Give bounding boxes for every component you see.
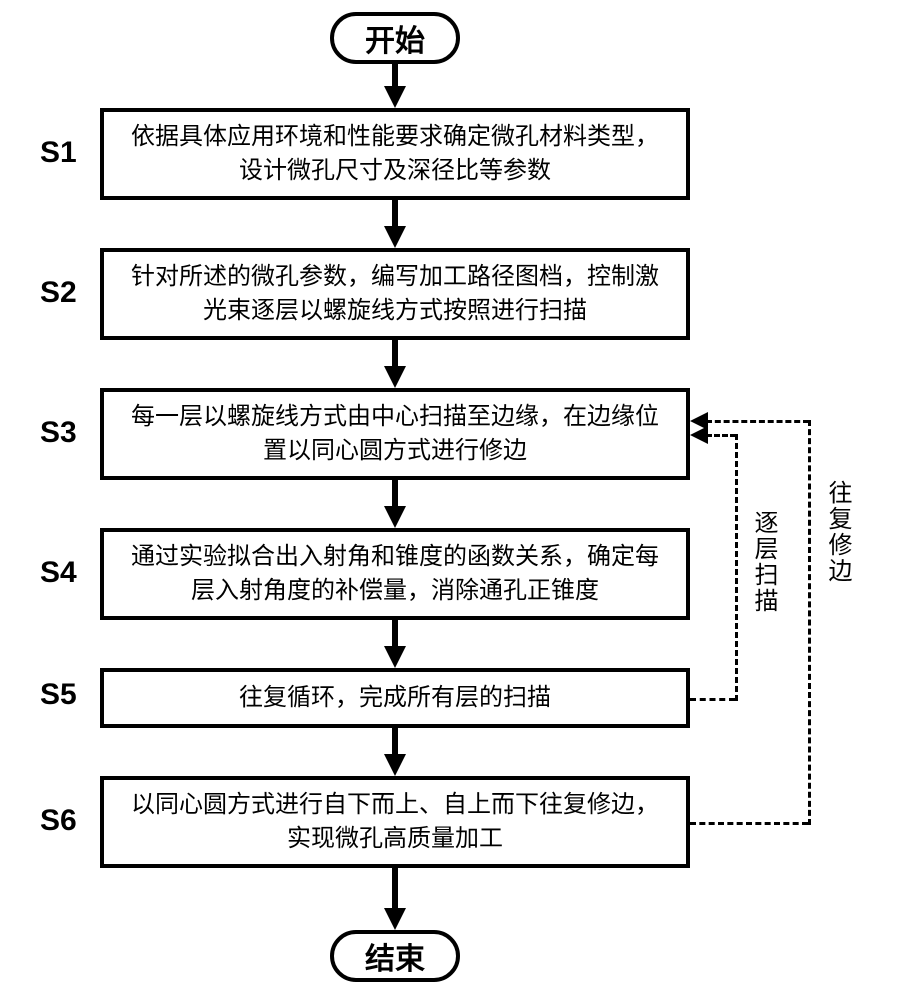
loop2-top [706,420,809,423]
step-text-s4: 通过实验拟合出入射角和锥度的函数关系，确定每层入射角度的补偿量，消除通孔正锥度 [120,540,670,607]
step-text-s1: 依据具体应用环境和性能要求确定微孔材料类型，设计微孔尺寸及深径比等参数 [120,120,670,187]
arrow-stem [392,200,398,228]
arrow-stem [392,868,398,910]
step-box-s2: 针对所述的微孔参数，编写加工路径图档，控制激光束逐层以螺旋线方式按照进行扫描 [100,248,690,340]
arrow-stem [392,480,398,508]
arrow-head [384,226,406,248]
loop2-bottom [690,822,808,825]
loop2-side [808,420,811,825]
loop2-arrow-icon [690,412,708,430]
arrow-stem [392,620,398,648]
arrow-head [384,908,406,930]
arrow-head [384,646,406,668]
arrow-stem [392,728,398,756]
arrow-stem [392,340,398,368]
loop1-top [706,434,736,437]
step-text-s3: 每一层以螺旋线方式由中心扫描至边缘，在边缘位置以同心圆方式进行修边 [120,400,670,467]
loop1-bottom [690,698,735,701]
step-box-s5: 往复循环，完成所有层的扫描 [100,668,690,728]
loop1-label: 逐层扫描 [746,510,781,614]
step-label-s6: S6 [40,804,77,838]
terminal-start-text: 开始 [365,16,425,60]
step-text-s2: 针对所述的微孔参数，编写加工路径图档，控制激光束逐层以螺旋线方式按照进行扫描 [120,260,670,327]
step-label-s5: S5 [40,678,77,712]
loop2-label: 往复修边 [820,480,855,584]
flowchart-canvas: 开始 S1 依据具体应用环境和性能要求确定微孔材料类型，设计微孔尺寸及深径比等参… [0,0,920,1000]
arrow-stem [392,64,398,88]
terminal-end-text: 结束 [365,934,425,978]
terminal-start: 开始 [330,12,460,64]
loop1-side [735,434,738,701]
step-text-s5: 往复循环，完成所有层的扫描 [239,681,551,715]
step-label-s3: S3 [40,416,77,450]
arrow-head [384,754,406,776]
step-label-s4: S4 [40,556,77,590]
step-box-s4: 通过实验拟合出入射角和锥度的函数关系，确定每层入射角度的补偿量，消除通孔正锥度 [100,528,690,620]
step-box-s3: 每一层以螺旋线方式由中心扫描至边缘，在边缘位置以同心圆方式进行修边 [100,388,690,480]
terminal-end: 结束 [330,930,460,982]
step-text-s6: 以同心圆方式进行自下而上、自上而下往复修边，实现微孔高质量加工 [120,788,670,855]
step-box-s6: 以同心圆方式进行自下而上、自上而下往复修边，实现微孔高质量加工 [100,776,690,868]
arrow-head [384,366,406,388]
step-box-s1: 依据具体应用环境和性能要求确定微孔材料类型，设计微孔尺寸及深径比等参数 [100,108,690,200]
step-label-s2: S2 [40,276,77,310]
arrow-head [384,506,406,528]
arrow-head [384,86,406,108]
step-label-s1: S1 [40,136,77,170]
